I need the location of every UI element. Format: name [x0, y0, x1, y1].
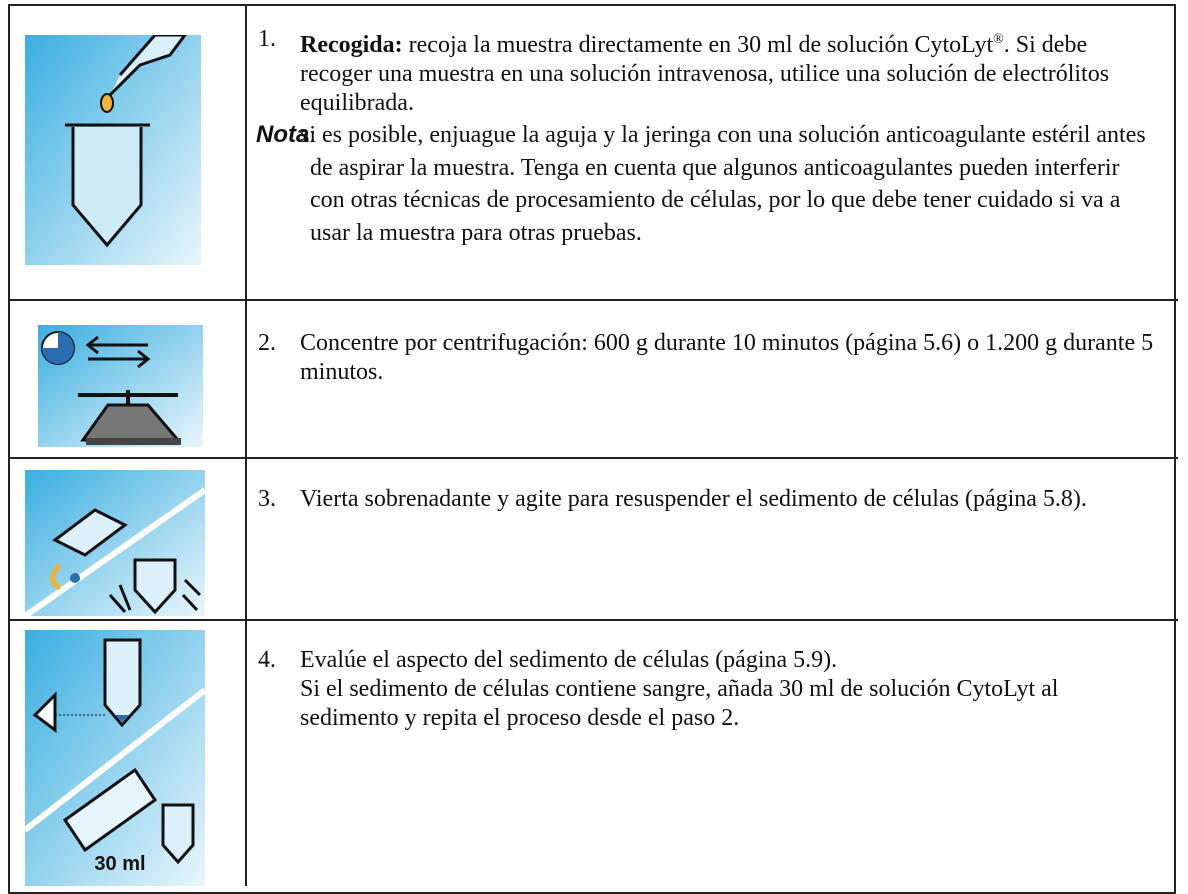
note: Nota: si es posible, enjuague la aguja y … — [256, 119, 1158, 249]
step-text: . Si debe recoger una muestra en una sol… — [300, 32, 1110, 116]
column-divider — [245, 4, 247, 886]
row-divider — [8, 457, 1178, 459]
row-divider — [8, 619, 1178, 621]
row-divider — [8, 299, 1178, 301]
evaluate-icon: 30 ml — [25, 630, 205, 886]
note-sep: : — [309, 122, 317, 148]
step-number: 4. — [258, 647, 276, 673]
note-label: Nota — [256, 121, 310, 148]
step: 2. Concentre por centrifugación: 600 g d… — [258, 329, 1158, 387]
step-text: Vierta sobrenadante y agite para resuspe… — [300, 486, 1087, 512]
icon-label: 30 ml — [94, 853, 145, 875]
step: 3. Vierta sobrenadante y agite para resu… — [258, 485, 1158, 514]
decant-icon — [25, 470, 205, 616]
superscript: ® — [993, 32, 1004, 47]
centrifuge-icon — [38, 325, 203, 447]
collect-icon — [25, 35, 201, 265]
note-label: Nota: — [256, 119, 316, 152]
note-text: si es posible, enjuague la aguja y la je… — [300, 122, 1146, 246]
step: 4. Evalúe el aspecto del sedimento de cé… — [258, 646, 1158, 733]
step-lead: Recogida: — [300, 32, 403, 58]
step-number: 2. — [258, 330, 276, 356]
step-text: Si el sedimento de células contiene sang… — [300, 676, 1059, 731]
step-text: Recogida: recoja la muestra directamente… — [300, 25, 1158, 118]
step: 1. Recogida: recoja la muestra directame… — [256, 25, 1158, 249]
step-text: recoja la muestra directamente en 30 ml … — [402, 32, 994, 58]
step-text: Evalúe el aspecto del sedimento de célul… — [300, 647, 838, 673]
step-number: 1. — [258, 26, 276, 52]
step-number: 3. — [258, 486, 276, 512]
step-text: Concentre por centrifugación: 600 g dura… — [300, 330, 1154, 385]
